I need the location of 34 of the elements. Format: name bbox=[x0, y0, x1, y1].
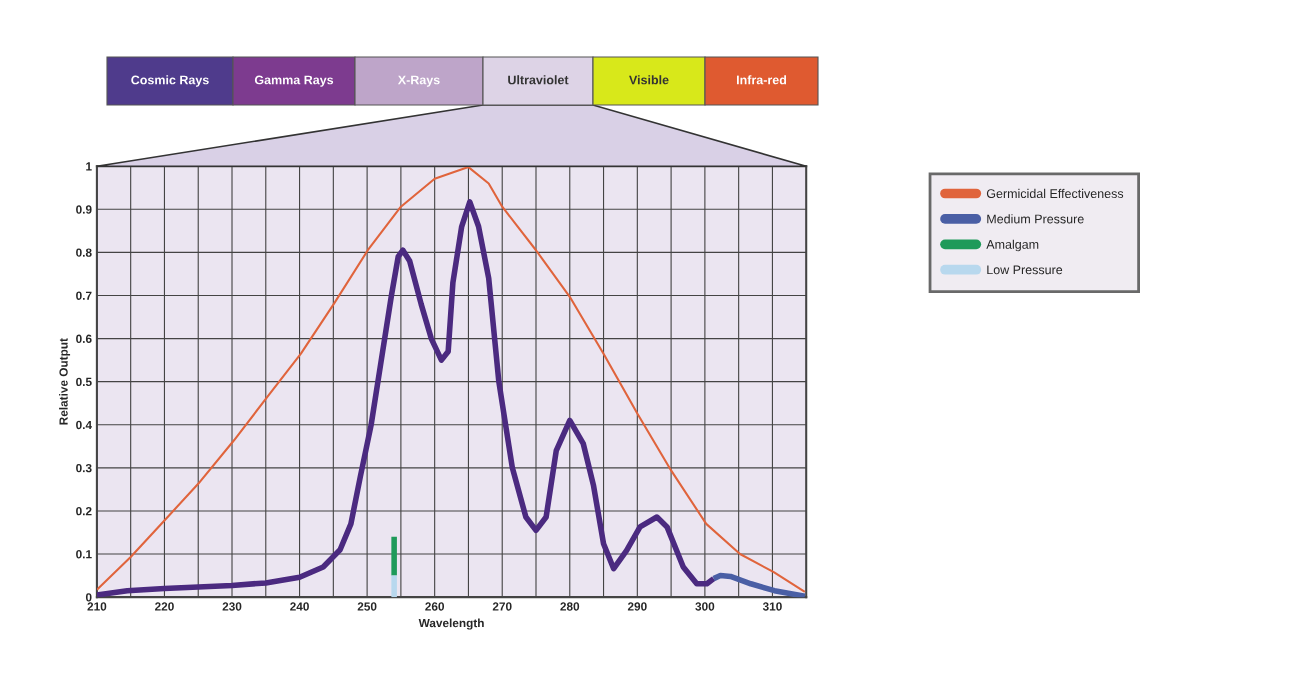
x-tick-label: 260 bbox=[425, 602, 445, 611]
text: X-Rays bbox=[397, 75, 440, 87]
x-axis-title: Wavelength bbox=[418, 618, 484, 630]
text: Ultraviolet bbox=[508, 75, 569, 85]
y-tick-label: 0 bbox=[85, 593, 92, 602]
y-tick-label: 0.5 bbox=[76, 377, 92, 387]
text: Visible bbox=[629, 75, 669, 85]
y-tick-label: 0.4 bbox=[76, 420, 92, 430]
x-tick-label: 270 bbox=[492, 602, 512, 611]
text: Infra-red bbox=[736, 75, 787, 85]
x-tick-label: 230 bbox=[222, 602, 242, 611]
x-tick-label: 310 bbox=[762, 602, 782, 611]
y-tick-label: 0.8 bbox=[76, 248, 92, 257]
x-tick-label: 210 bbox=[87, 602, 107, 611]
x-tick-label: 290 bbox=[627, 602, 647, 611]
x-tick-label: 250 bbox=[357, 602, 377, 611]
x-tick-label: 300 bbox=[695, 602, 715, 611]
y-tick-label: 1 bbox=[86, 162, 92, 171]
y-tick-label: 0.7 bbox=[76, 291, 92, 300]
y-tick-label: 0.1 bbox=[76, 550, 92, 559]
legend-label: Germicidal Effectiveness bbox=[986, 188, 1124, 199]
text: Gamma Rays bbox=[254, 75, 334, 87]
legend-label: Medium Pressure bbox=[987, 214, 1084, 224]
x-tick-label: 240 bbox=[290, 602, 309, 611]
x-tick-label: 280 bbox=[560, 602, 580, 611]
legend-label: Low Pressure bbox=[987, 265, 1063, 275]
y-tick-label: 0.2 bbox=[76, 506, 92, 516]
text: Cosmic Rays bbox=[131, 75, 209, 87]
y-tick-label: 0.3 bbox=[76, 463, 92, 473]
x-tick-label: 220 bbox=[155, 602, 174, 611]
y-tick-label: 0.9 bbox=[76, 205, 92, 214]
y-axis-title: Relative Output bbox=[59, 338, 71, 425]
y-tick-label: 0.6 bbox=[76, 334, 92, 343]
legend-label: Amalgam bbox=[986, 239, 1039, 252]
